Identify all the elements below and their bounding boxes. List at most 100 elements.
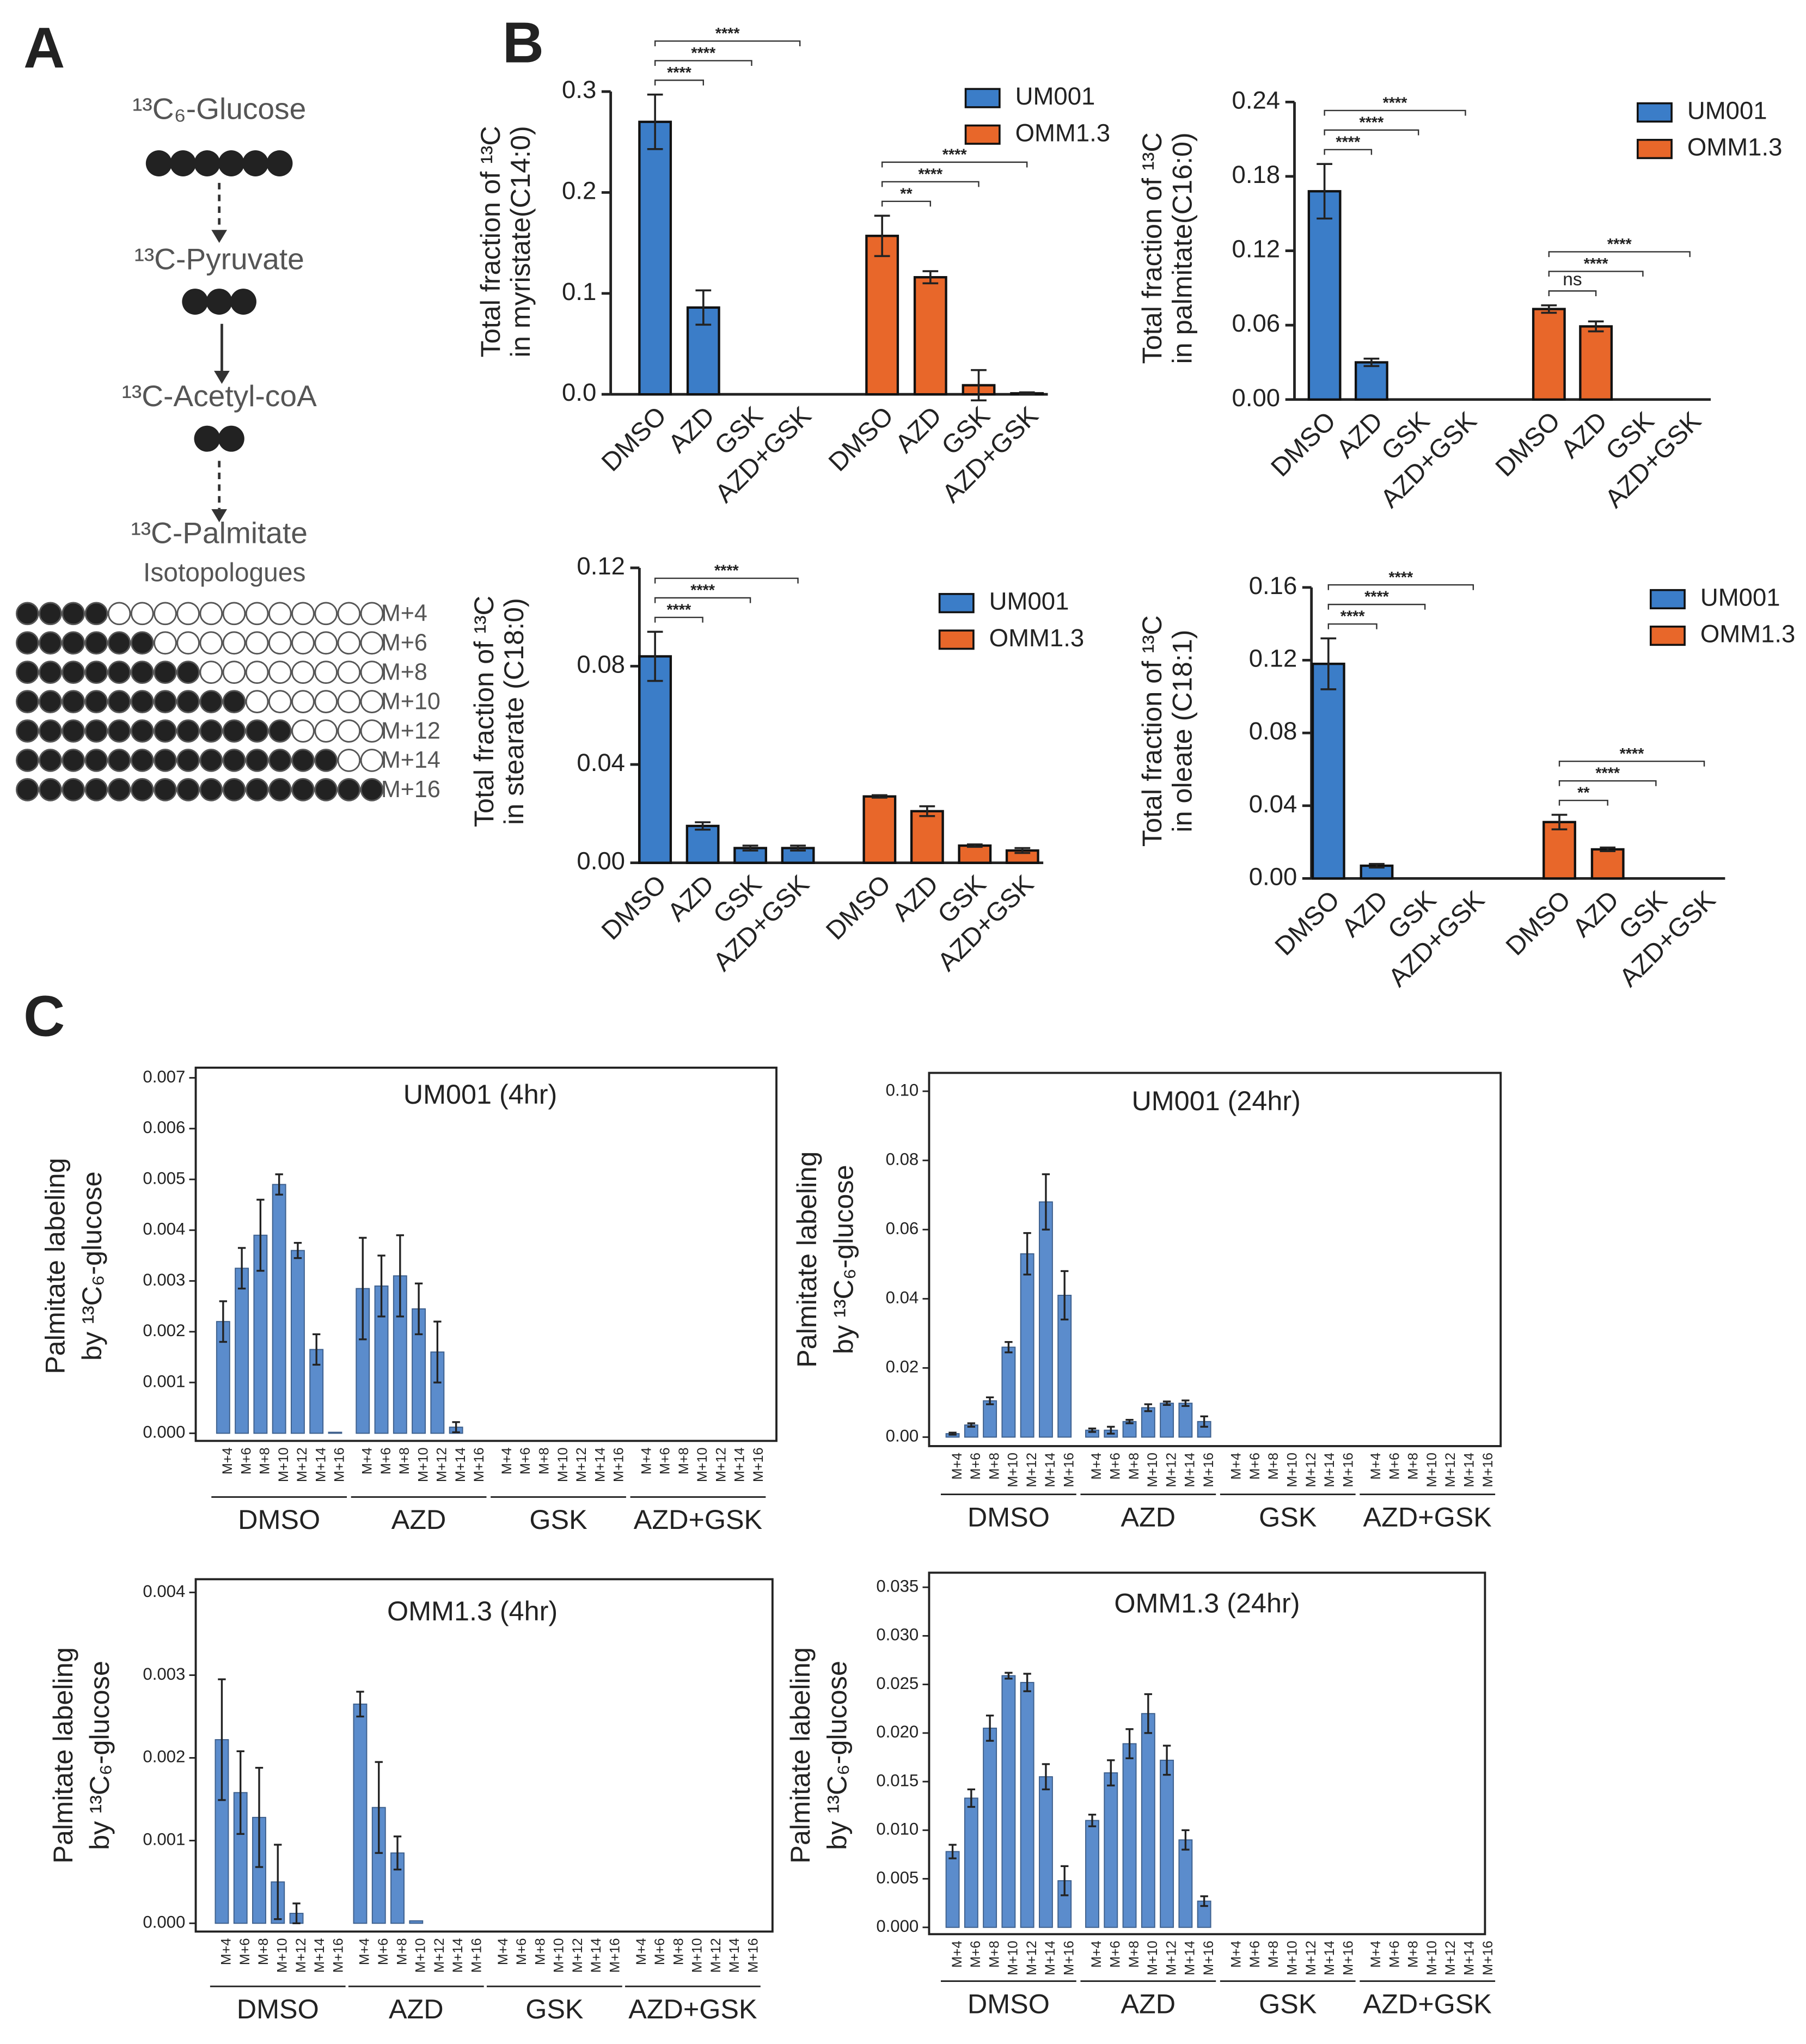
unlabeled-carbon (176, 602, 200, 626)
y-tick-label: 0.04 (1249, 790, 1297, 818)
labeled-carbon (39, 660, 62, 684)
y-axis-label: in stearate (C18:0) (498, 598, 529, 825)
y-axis-label: Total fraction of ¹³C (1136, 132, 1167, 364)
significance-bracket (1327, 584, 1474, 590)
bar (1542, 821, 1576, 880)
significance-label: **** (1595, 765, 1620, 782)
unlabeled-carbon (245, 631, 269, 655)
labeled-carbon (39, 749, 62, 772)
bar (235, 1268, 249, 1434)
labeled-carbon (245, 719, 269, 743)
labeled-carbon (130, 749, 154, 772)
significance-label: **** (715, 25, 740, 42)
x-tick-label: M+10 (552, 1938, 567, 1973)
x-tick-label: M+16 (607, 1938, 622, 1973)
labeled-carbon (62, 778, 85, 801)
arrow-head (211, 230, 228, 243)
unlabeled-carbon (360, 690, 384, 713)
legend-label: OMM1.3 (989, 624, 1085, 652)
labeled-carbon (15, 631, 39, 655)
labeled-carbon (176, 660, 200, 684)
x-tick-label: AZD (1331, 407, 1388, 464)
labeled-carbon (176, 719, 200, 743)
x-tick-label: M+8 (256, 1938, 271, 1965)
carbon-dot (218, 150, 244, 176)
x-tick-label: M+4 (634, 1938, 649, 1965)
step-label: ¹³C-Acetyl-coA (122, 379, 317, 413)
significance-label: **** (1584, 255, 1609, 273)
y-tick-label: 0.010 (876, 1820, 919, 1839)
bar (638, 655, 672, 864)
carbon-dot (194, 425, 221, 452)
y-tick-label: 0.001 (143, 1830, 185, 1849)
bar (1307, 190, 1342, 401)
bar (1020, 1682, 1034, 1928)
legend-swatch (938, 593, 975, 614)
y-tick-label: 0.10 (886, 1080, 919, 1099)
x-tick-label: M+10 (276, 1447, 291, 1482)
x-tick-label: M+4 (220, 1447, 235, 1474)
legend-label: OMM1.3 (1687, 133, 1783, 161)
significance-bracket (881, 181, 979, 187)
x-tick-label: M+4 (950, 1941, 965, 1968)
x-tick-label: DMSO (1270, 885, 1345, 961)
y-tick-label: 0.04 (577, 749, 625, 776)
panel-letter: B (503, 11, 544, 75)
labeled-carbon (39, 719, 62, 743)
labeled-carbon (130, 719, 154, 743)
x-tick-label: M+4 (357, 1938, 372, 1965)
significance-label: ns (1563, 270, 1582, 290)
y-axis-label: Total fraction of ¹³C (475, 126, 506, 357)
group-label: AZD (1121, 1988, 1176, 2019)
x-tick-label: M+16 (1340, 1453, 1356, 1488)
pathway-arrows (218, 182, 223, 510)
x-tick-label: DMSO (821, 870, 896, 945)
bar (1354, 361, 1388, 401)
y-tick-label: 0.3 (562, 76, 596, 103)
labeled-carbon (245, 778, 269, 801)
x-tick-label: M+16 (1480, 1453, 1496, 1488)
unlabeled-carbon (360, 719, 384, 743)
legend-swatch (938, 629, 975, 650)
y-tick-label: 0.001 (143, 1372, 185, 1391)
x-tick-label: M+8 (394, 1938, 409, 1965)
panel-letter: C (23, 984, 65, 1048)
bar (638, 120, 672, 396)
y-axis-label: by ¹³C₆-glucose (76, 1171, 107, 1361)
chart-title: OMM1.3 (4hr) (387, 1595, 558, 1626)
y-tick-label: 0.00 (577, 847, 625, 875)
legend-label: UM001 (1015, 82, 1095, 110)
x-tick-label: M+14 (1183, 1453, 1198, 1488)
x-tick-label: M+4 (1089, 1453, 1104, 1480)
x-tick-label: M+4 (639, 1447, 654, 1474)
labeled-carbon (107, 690, 131, 713)
chart-title: OMM1.3 (24hr) (1114, 1588, 1300, 1619)
labeled-carbon (84, 631, 108, 655)
x-tick-label: M+14 (1461, 1453, 1477, 1488)
labeled-carbon (222, 690, 246, 713)
group-label: DMSO (968, 1988, 1050, 2019)
significance-bracket (654, 79, 705, 85)
labeled-carbon (15, 778, 39, 801)
bar (290, 1250, 305, 1434)
labeled-carbon (268, 778, 292, 801)
labeled-carbon (130, 660, 154, 684)
unlabeled-carbon (337, 602, 361, 626)
y-tick-label: 0.0 (562, 378, 596, 406)
x-tick-label: DMSO (596, 401, 672, 477)
significance-label: **** (714, 562, 739, 580)
unlabeled-carbon (222, 631, 246, 655)
x-tick-label: M+6 (237, 1938, 253, 1965)
unlabeled-carbon (291, 690, 315, 713)
y-tick-label: 0.06 (886, 1219, 919, 1238)
x-tick-label: M+8 (1406, 1453, 1421, 1480)
x-tick-label: M+16 (1061, 1453, 1076, 1488)
unlabeled-carbon (199, 631, 223, 655)
significance-bracket (654, 577, 799, 584)
bar (945, 1851, 960, 1928)
x-tick-label: M+6 (1387, 1453, 1402, 1480)
x-tick-label: M+10 (1006, 1453, 1021, 1488)
x-tick-label: M+4 (219, 1938, 234, 1965)
x-tick-label: M+12 (1303, 1453, 1319, 1488)
significance-bracket (654, 597, 751, 603)
